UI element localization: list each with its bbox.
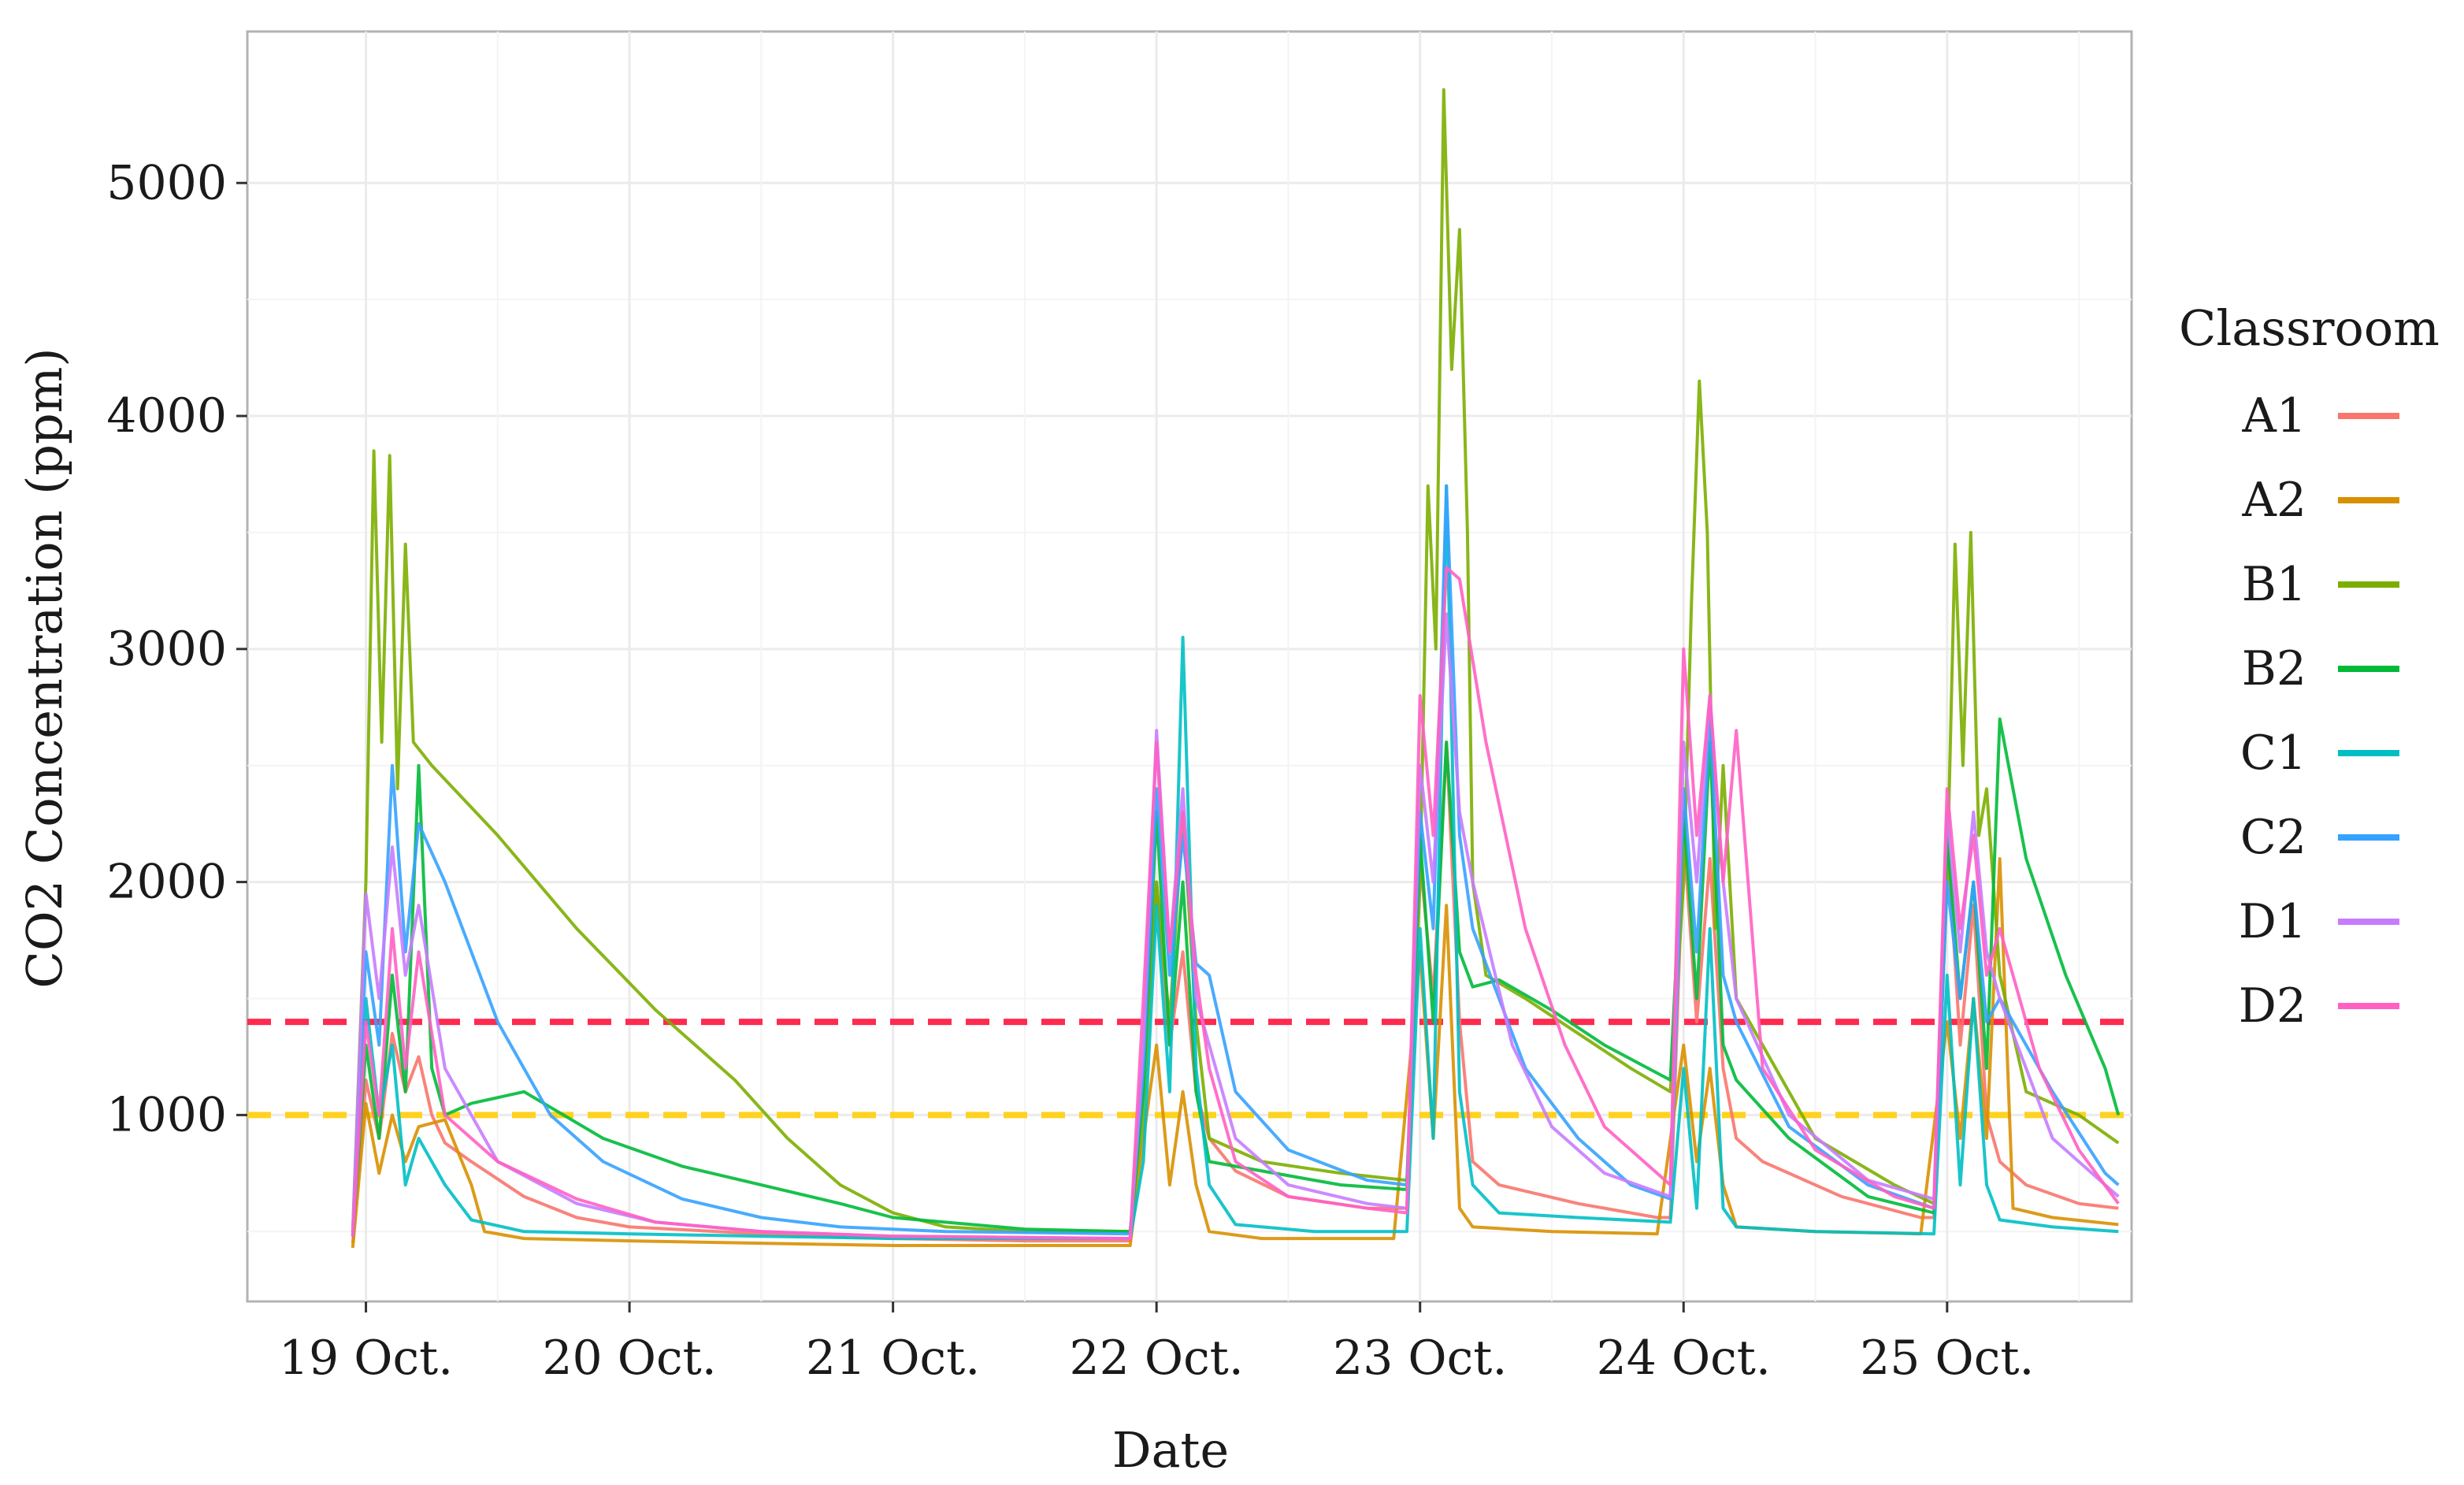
legend-label-d2: D2 [2239, 978, 2306, 1034]
x-axis: 19 Oct. 20 Oct. 21 Oct. 22 Oct. 23 Oct. 24 Oc… [279, 1301, 2035, 1386]
series-layer [351, 87, 2121, 1249]
x-tick-label-5: 24 Oct. [1597, 1331, 1771, 1386]
legend-label-c2: C2 [2240, 810, 2306, 865]
y-axis-title: CO2 Concentration (ppm) [16, 347, 73, 988]
legend-label-a1: A1 [2241, 388, 2306, 444]
legend-label-b1: B1 [2242, 557, 2306, 612]
y-tick-label-1000: 1000 [106, 1087, 227, 1142]
plot-border [246, 30, 2133, 1303]
y-tick-label-2000: 2000 [106, 855, 227, 910]
series-line-b1 [351, 87, 2120, 1234]
x-tick-label-0: 19 Oct. [279, 1331, 453, 1386]
legend-title: Classroom [2179, 299, 2440, 357]
y-tick-label-3000: 3000 [106, 622, 227, 677]
series-line-d2 [351, 566, 2120, 1241]
y-tick-label-4000: 4000 [106, 388, 227, 444]
plot-panel [246, 30, 2133, 1303]
series-line-c1 [351, 484, 2119, 1241]
x-tick-label-4: 23 Oct. [1333, 1331, 1507, 1386]
legend-items: A1 A2 B1 B2 C1 C2 D1 D2 [2239, 388, 2399, 1034]
y-axis: 1000 2000 3000 4000 5000 [106, 155, 247, 1142]
x-tick-label-6: 25 Oct. [1860, 1331, 2034, 1386]
legend-label-d1: D1 [2239, 894, 2306, 949]
legend-label-b2: B2 [2242, 641, 2306, 696]
x-tick-label-3: 22 Oct. [1069, 1331, 1243, 1386]
x-tick-label-2: 21 Oct. [806, 1331, 980, 1386]
x-axis-title: Date [1112, 1421, 1229, 1479]
legend: Classroom A1 A2 B1 B2 C1 C2 D1 D2 [2179, 299, 2440, 1034]
legend-label-a2: A2 [2241, 473, 2306, 528]
x-tick-label-1: 20 Oct. [542, 1331, 716, 1386]
y-tick-label-5000: 5000 [106, 155, 227, 210]
legend-label-c1: C1 [2240, 726, 2306, 781]
